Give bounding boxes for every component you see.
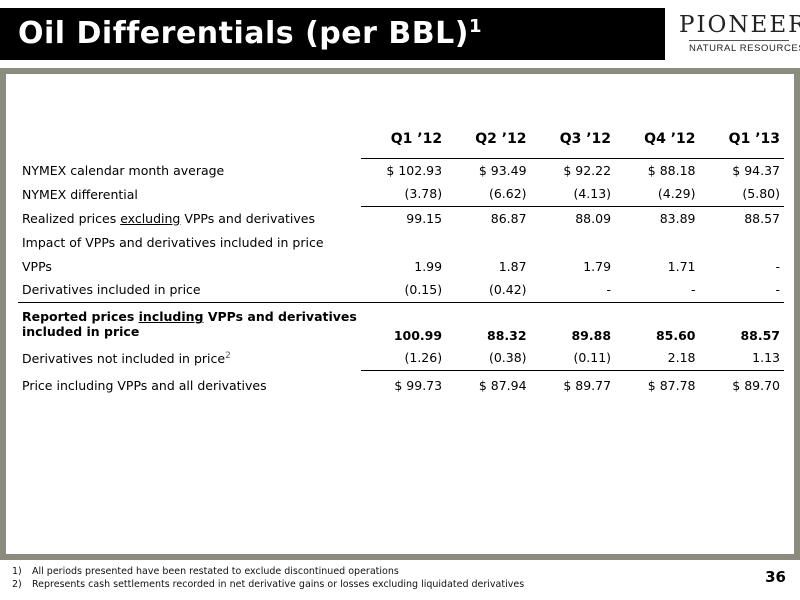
footnote-text: Represents cash settlements recorded in … xyxy=(32,579,525,590)
table-cell: (5.80) xyxy=(742,186,780,202)
table-cell: (6.62) xyxy=(488,186,527,202)
table-cell: (1.26) xyxy=(404,350,443,366)
footnote-number: 2) xyxy=(12,579,22,590)
logo-subtitle: NATURAL RESOURCES xyxy=(689,43,800,54)
table-cell: 2.18 xyxy=(667,350,696,366)
page-title: Oil Differentials (per BBL)1 xyxy=(18,16,482,51)
table-cell: 86.87 xyxy=(446,205,531,230)
row-label: Price including VPPs and all derivatives xyxy=(22,377,267,393)
title-footnote-marker: 1 xyxy=(468,16,482,37)
underlined-word: including xyxy=(138,309,204,325)
footnote-marker: 2 xyxy=(225,350,231,361)
oil-differentials-table: Q1 ’12 Q2 ’12 Q3 ’12 Q4 ’12 Q1 ’13 NYMEX… xyxy=(18,120,784,400)
table-cell: 89.88 xyxy=(530,301,616,346)
table-row: Reported prices including VPPs and deriv… xyxy=(18,301,784,346)
row-label: Derivatives included in price xyxy=(22,282,201,298)
column-header: Q4 ’12 xyxy=(644,130,696,147)
table-cell: 88.57 xyxy=(699,205,784,230)
footnote-text: All periods presented have been restated… xyxy=(32,566,399,577)
table-cell: 1.71 xyxy=(667,258,696,274)
table-cell: $ 89.70 xyxy=(699,369,784,400)
table-header-row: Q1 ’12 Q2 ’12 Q3 ’12 Q4 ’12 Q1 ’13 xyxy=(18,120,784,158)
table-row: NYMEX calendar month average $ 102.93 $ … xyxy=(18,157,784,182)
table-row: Derivatives not included in price2 (1.26… xyxy=(18,346,784,370)
table-cell: $ 102.93 xyxy=(360,157,447,182)
table-row: Price including VPPs and all derivatives… xyxy=(18,369,784,400)
title-bar: Oil Differentials (per BBL)1 xyxy=(0,8,665,60)
row-label: Impact of VPPs and derivatives included … xyxy=(22,234,324,250)
table-cell: $ 94.37 xyxy=(699,157,784,182)
table-cell: (4.13) xyxy=(573,186,612,202)
column-header: Q1 ’12 xyxy=(390,130,443,147)
table-cell: - xyxy=(775,258,780,274)
underlined-word: excluding xyxy=(120,210,181,226)
table-cell: 1.87 xyxy=(498,258,527,274)
column-header: Q3 ’12 xyxy=(559,130,612,147)
row-label: NYMEX differential xyxy=(22,186,138,202)
logo-word: PIONEER xyxy=(679,12,800,38)
table-cell: 88.57 xyxy=(699,301,784,346)
table-cell: - xyxy=(775,282,780,298)
row-label: Derivatives not included in price2 xyxy=(22,350,231,366)
table-cell: 83.89 xyxy=(615,205,700,230)
row-label: VPPs xyxy=(22,258,52,274)
page-number: 36 xyxy=(765,568,786,586)
table-cell: $ 87.78 xyxy=(615,369,700,400)
table-row: Impact of VPPs and derivatives included … xyxy=(18,230,784,254)
table-cell: (3.78) xyxy=(404,186,443,202)
header-label-cell xyxy=(18,120,361,158)
table-cell: (0.42) xyxy=(488,282,527,298)
table-row: NYMEX differential (3.78) (6.62) (4.13) … xyxy=(18,182,784,206)
table-cell: 100.99 xyxy=(360,301,447,346)
table-cell: $ 99.73 xyxy=(360,369,447,400)
table-row: Realized prices excluding VPPs and deriv… xyxy=(18,205,784,230)
table-cell: 88.32 xyxy=(446,301,531,346)
row-label: Realized prices excluding VPPs and deriv… xyxy=(22,210,316,226)
footnote: 2) Represents cash settlements recorded … xyxy=(12,578,524,591)
table-cell: (4.29) xyxy=(657,186,696,202)
footnote-number: 1) xyxy=(12,566,22,577)
pioneer-logo: PIONEER NATURAL RESOURCES xyxy=(675,12,800,58)
content-frame: Q1 ’12 Q2 ’12 Q3 ’12 Q4 ’12 Q1 ’13 NYMEX… xyxy=(0,68,800,560)
table-cell: (0.15) xyxy=(404,282,443,298)
row-label: NYMEX calendar month average xyxy=(22,162,225,178)
column-header: Q1 ’13 xyxy=(728,130,780,147)
table-cell: $ 89.77 xyxy=(530,369,616,400)
table-cell: (0.38) xyxy=(488,350,527,366)
table-cell: (0.11) xyxy=(573,350,612,366)
content-panel: Q1 ’12 Q2 ’12 Q3 ’12 Q4 ’12 Q1 ’13 NYMEX… xyxy=(6,74,794,554)
table-cell: 88.09 xyxy=(530,205,616,230)
table-row: VPPs 1.99 1.87 1.79 1.71 - xyxy=(18,254,784,278)
table-cell: 99.15 xyxy=(360,205,447,230)
table-cell: - xyxy=(690,282,696,298)
column-header: Q2 ’12 xyxy=(475,130,527,147)
table-cell: 85.60 xyxy=(615,301,700,346)
table-cell: 1.79 xyxy=(583,258,612,274)
table-cell: $ 93.49 xyxy=(446,157,531,182)
table-cell: $ 87.94 xyxy=(446,369,531,400)
table-cell: - xyxy=(606,282,612,298)
table-cell: $ 88.18 xyxy=(615,157,700,182)
footnotes: 1) All periods presented have been resta… xyxy=(12,565,524,591)
table-cell: 1.13 xyxy=(752,350,780,366)
table-row: Derivatives included in price (0.15) (0.… xyxy=(18,278,784,302)
footnote: 1) All periods presented have been resta… xyxy=(12,565,524,578)
table-cell: $ 92.22 xyxy=(530,157,616,182)
logo-divider xyxy=(689,40,789,41)
table-cell: 1.99 xyxy=(414,258,443,274)
row-label: Reported prices including VPPs and deriv… xyxy=(18,301,361,346)
